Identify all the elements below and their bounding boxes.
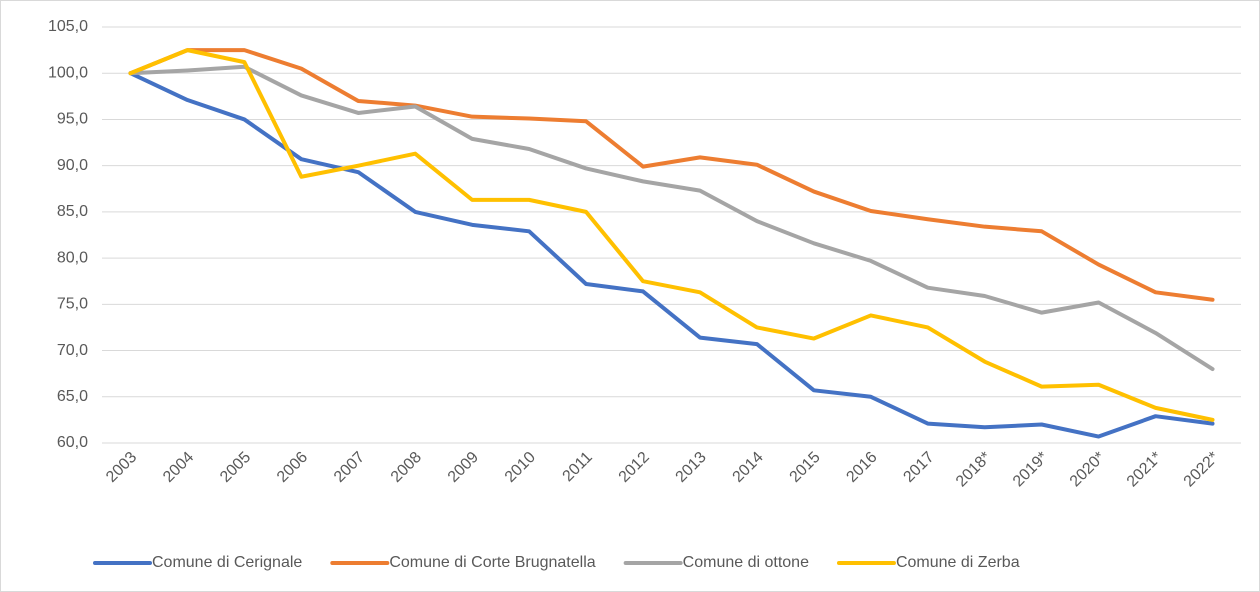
y-tick-label: 85,0 xyxy=(57,203,88,220)
x-tick-label: 2016 xyxy=(843,449,880,486)
x-tick-label: 2017 xyxy=(900,449,937,486)
x-tick-label: 2013 xyxy=(673,449,710,486)
y-tick-label: 60,0 xyxy=(57,434,88,451)
x-tick-label: 2012 xyxy=(616,449,653,486)
y-tick-label: 105,0 xyxy=(48,18,88,35)
x-tick-label: 2015 xyxy=(786,449,823,486)
series-line xyxy=(128,71,1215,439)
y-tick-label: 80,0 xyxy=(57,249,88,266)
x-tick-label: 2011 xyxy=(560,449,596,485)
x-tick-label: 2021* xyxy=(1124,449,1166,491)
legend-label: Comune di Zerba xyxy=(896,554,1020,571)
x-tick-label: 2019* xyxy=(1010,449,1052,491)
legend-label: Comune di Corte Brugnatella xyxy=(389,554,595,571)
x-tick-label: 2005 xyxy=(217,449,254,486)
series-line xyxy=(128,48,1215,302)
x-tick-label: 2014 xyxy=(730,449,767,486)
y-tick-label: 70,0 xyxy=(57,342,88,359)
x-tick-label: 2009 xyxy=(445,449,482,486)
legend-label: Comune di Cerignale xyxy=(152,554,302,571)
x-tick-label: 2022* xyxy=(1181,449,1223,491)
y-tick-label: 100,0 xyxy=(48,64,88,81)
y-tick-label: 75,0 xyxy=(57,296,88,313)
y-tick-label: 90,0 xyxy=(57,157,88,174)
series-line xyxy=(128,64,1215,372)
x-tick-label: 2008 xyxy=(388,449,425,486)
x-tick-label: 2006 xyxy=(274,449,311,486)
x-tick-label: 2018* xyxy=(953,449,995,491)
x-tick-label: 2010 xyxy=(502,449,539,486)
y-tick-label: 95,0 xyxy=(57,111,88,128)
x-tick-label: 2003 xyxy=(103,449,140,486)
x-tick-label: 2020* xyxy=(1067,449,1109,491)
x-tick-label: 2007 xyxy=(331,449,368,486)
y-tick-label: 65,0 xyxy=(57,388,88,405)
legend-label: Comune di ottone xyxy=(683,554,809,571)
series-line xyxy=(128,48,1215,422)
x-tick-label: 2004 xyxy=(160,449,197,486)
